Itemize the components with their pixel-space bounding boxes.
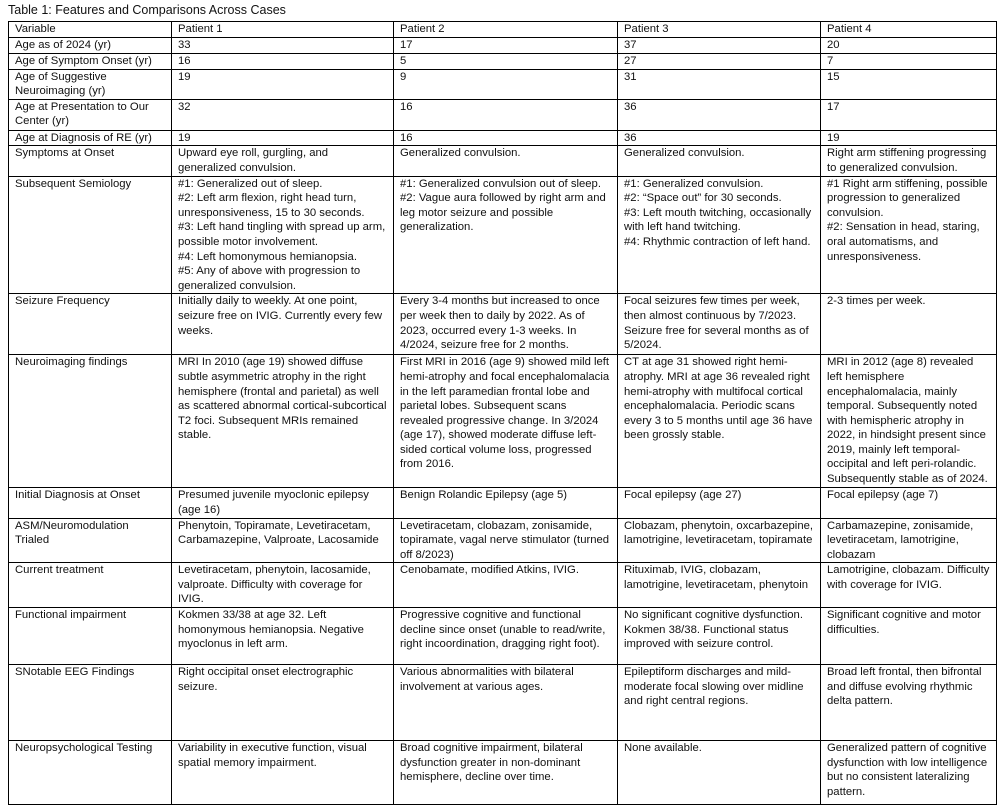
- table-row: Age at Presentation to Our Center (yr) 32…: [8, 98, 997, 131]
- table-cell: Focal epilepsy (age 27): [617, 487, 821, 519]
- table-cell: 16: [171, 52, 394, 70]
- table-row: Seizure Frequency Initially daily to week…: [8, 293, 997, 356]
- column-header: Patient 3: [617, 21, 821, 38]
- row-label: Seizure Frequency: [8, 293, 172, 356]
- table-cell: 9: [393, 68, 618, 100]
- table-cell: No significant cognitive dysfunction. Ko…: [617, 607, 821, 666]
- table-row: Current treatment Levetiracetam, phenytoi…: [8, 562, 997, 609]
- row-label: Age of Symptom Onset (yr): [8, 52, 172, 70]
- row-label: SNotable EEG Findings: [8, 664, 172, 742]
- table-cell: Generalized pattern of cognitive dysfunc…: [820, 740, 997, 805]
- table-cell: 37: [617, 36, 821, 54]
- table-row: Age of Suggestive Neuroimaging (yr) 19 9 31…: [8, 68, 997, 100]
- table-cell: Kokmen 33/38 at age 32. Left homonymous …: [171, 607, 394, 666]
- table-cell: Broad left frontal, then bifrontal and d…: [820, 664, 997, 742]
- header-row: Variable Patient 1 Patient 2 Patient 3 Patie…: [8, 21, 997, 38]
- table-row: Age of Symptom Onset (yr) 16 5 27 7: [8, 52, 997, 70]
- comparison-table: Variable Patient 1 Patient 2 Patient 3 Patie…: [8, 21, 997, 805]
- table-cell: 19: [171, 68, 394, 100]
- table-cell: 31: [617, 68, 821, 100]
- table-cell: 17: [393, 36, 618, 54]
- table-row: Symptoms at Onset Upward eye roll, gurgli…: [8, 145, 997, 177]
- row-label: Age at Presentation to Our Center (yr): [8, 98, 172, 131]
- table-cell: Broad cognitive impairment, bilateral dy…: [393, 740, 618, 805]
- column-header: Patient 2: [393, 21, 618, 38]
- table-cell: Generalized convulsion.: [617, 145, 821, 177]
- row-label: Neuroimaging findings: [8, 354, 172, 489]
- table-cell: Focal epilepsy (age 7): [820, 487, 997, 519]
- row-label: Age as of 2024 (yr): [8, 36, 172, 54]
- table-cell: 33: [171, 36, 394, 54]
- table-cell: 36: [617, 129, 821, 147]
- table-cell: Clobazam, phenytoin, oxcarbazepine, lamo…: [617, 517, 821, 564]
- table-cell: Benign Rolandic Epilepsy (age 5): [393, 487, 618, 519]
- row-label: ASM/Neuromodulation Trialed: [8, 517, 172, 564]
- row-label: Age of Suggestive Neuroimaging (yr): [8, 68, 172, 100]
- table-row: Neuroimaging findings MRI In 2010 (age 19…: [8, 354, 997, 489]
- row-label: Subsequent Semiology: [8, 175, 172, 295]
- table-cell: 19: [171, 129, 394, 147]
- table-cell: #1: Generalized out of sleep. #2: Left a…: [171, 175, 394, 295]
- column-header: Patient 1: [171, 21, 394, 38]
- table-cell: 16: [393, 98, 618, 131]
- table-cell: 15: [820, 68, 997, 100]
- table-cell: Progressive cognitive and functional dec…: [393, 607, 618, 666]
- table-cell: Lamotrigine, clobazam. Difficulty with c…: [820, 562, 997, 609]
- table-row: Age as of 2024 (yr) 33 17 37 20: [8, 36, 997, 54]
- table-cell: Initially daily to weekly. At one point,…: [171, 293, 394, 356]
- table-cell: #1 Right arm stiffening, possible progre…: [820, 175, 997, 295]
- table-cell: Every 3-4 months but increased to once p…: [393, 293, 618, 356]
- table-cell: 17: [820, 98, 997, 131]
- row-label: Age at Diagnosis of RE (yr): [8, 129, 172, 147]
- table-cell: Right occipital onset electrographic sei…: [171, 664, 394, 742]
- table-cell: Carbamazepine, zonisamide, levetiracetam…: [820, 517, 997, 564]
- table-cell: MRI in 2012 (age 8) revealed left hemisp…: [820, 354, 997, 489]
- row-label: Functional impairment: [8, 607, 172, 666]
- table-row: Neuropsychological Testing Variability in…: [8, 740, 997, 805]
- table-cell: #1: Generalized convulsion. #2: “Space o…: [617, 175, 821, 295]
- row-label: Neuropsychological Testing: [8, 740, 172, 805]
- table-cell: Upward eye roll, gurgling, and generaliz…: [171, 145, 394, 177]
- table-cell: Presumed juvenile myoclonic epilepsy (ag…: [171, 487, 394, 519]
- table-row: SNotable EEG Findings Right occipital ons…: [8, 664, 997, 742]
- table-cell: 36: [617, 98, 821, 131]
- row-label: Current treatment: [8, 562, 172, 609]
- table-cell: CT at age 31 showed right hemi-atrophy. …: [617, 354, 821, 489]
- table-cell: Levetiracetam, phenytoin, lacosamide, va…: [171, 562, 394, 609]
- table-cell: Various abnormalities with bilateral inv…: [393, 664, 618, 742]
- table-cell: 32: [171, 98, 394, 131]
- table-cell: MRI In 2010 (age 19) showed diffuse subt…: [171, 354, 394, 489]
- table-title: Table 1: Features and Comparisons Across…: [8, 3, 286, 17]
- table-row: Functional impairment Kokmen 33/38 at age…: [8, 607, 997, 666]
- table-cell: First MRI in 2016 (age 9) showed mild le…: [393, 354, 618, 489]
- table-cell: 5: [393, 52, 618, 70]
- table-row: Age at Diagnosis of RE (yr) 19 16 36 19: [8, 129, 997, 147]
- row-label: Symptoms at Onset: [8, 145, 172, 177]
- table-cell: Phenytoin, Topiramate, Levetiracetam, Ca…: [171, 517, 394, 564]
- table-cell: Cenobamate, modified Atkins, IVIG.: [393, 562, 618, 609]
- table-cell: Focal seizures few times per week, then …: [617, 293, 821, 356]
- table-cell: 19: [820, 129, 997, 147]
- table-cell: Rituximab, IVIG, clobazam, lamotrigine, …: [617, 562, 821, 609]
- table-cell: 20: [820, 36, 997, 54]
- table-cell: Significant cognitive and motor difficul…: [820, 607, 997, 666]
- table-cell: None available.: [617, 740, 821, 805]
- table-cell: Variability in executive function, visua…: [171, 740, 394, 805]
- table-cell: #1: Generalized convulsion out of sleep.…: [393, 175, 618, 295]
- table-cell: 16: [393, 129, 618, 147]
- table-cell: Epileptiform discharges and mild-moderat…: [617, 664, 821, 742]
- column-header: Variable: [8, 21, 172, 38]
- table-cell: 27: [617, 52, 821, 70]
- table-row: Subsequent Semiology #1: Generalized out …: [8, 175, 997, 295]
- table-cell: Generalized convulsion.: [393, 145, 618, 177]
- column-header: Patient 4: [820, 21, 997, 38]
- row-label: Initial Diagnosis at Onset: [8, 487, 172, 519]
- table-cell: Levetiracetam, clobazam, zonisamide, top…: [393, 517, 618, 564]
- table-row: Initial Diagnosis at Onset Presumed juven…: [8, 487, 997, 519]
- table-cell: Right arm stiffening progressing to gene…: [820, 145, 997, 177]
- table-cell: 7: [820, 52, 997, 70]
- table-row: ASM/Neuromodulation Trialed Phenytoin, To…: [8, 517, 997, 564]
- table-cell: 2-3 times per week.: [820, 293, 997, 356]
